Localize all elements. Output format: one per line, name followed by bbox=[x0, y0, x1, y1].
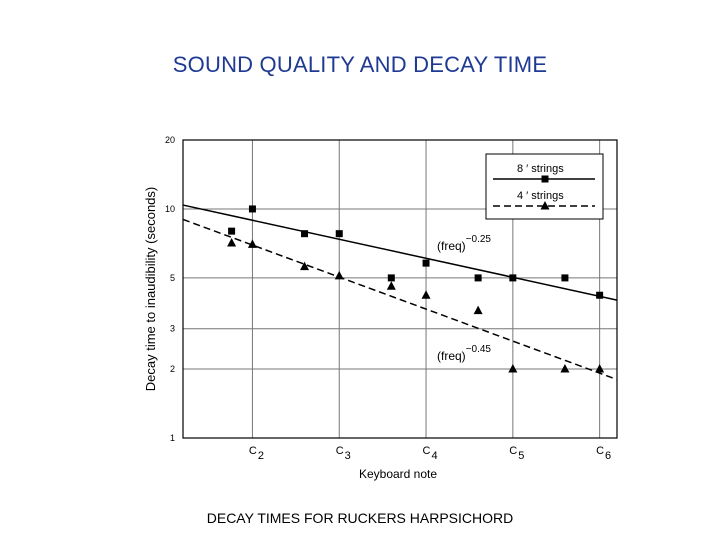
data-point-triangle bbox=[227, 238, 237, 247]
data-point-square bbox=[301, 230, 309, 238]
y-tick-label: 5 bbox=[170, 273, 175, 283]
data-point-triangle bbox=[560, 364, 570, 373]
data-point-triangle bbox=[386, 281, 396, 290]
legend-label: 8 ′ strings bbox=[517, 163, 564, 175]
fit-line-1 bbox=[182, 204, 618, 301]
data-point-square bbox=[474, 274, 482, 282]
data-point-square bbox=[509, 274, 517, 282]
legend-marker-square bbox=[541, 175, 549, 183]
x-axis-label: Keyboard note bbox=[359, 467, 437, 481]
y-tick-label: 10 bbox=[165, 204, 175, 214]
data-point-square bbox=[387, 274, 395, 282]
fit-line-2 bbox=[182, 218, 618, 381]
fit-label-2: (freq)−0.45 bbox=[437, 344, 491, 363]
x-tick-label: C5 bbox=[509, 445, 524, 462]
data-point-square bbox=[422, 259, 430, 267]
data-point-square bbox=[561, 274, 569, 282]
y-tick-label: 3 bbox=[170, 324, 175, 334]
plot-frame bbox=[182, 139, 618, 439]
fit-layer: (freq)−0.25 (freq)−0.45 bbox=[182, 204, 618, 381]
legend: 8 ′ strings 4 ′ strings bbox=[485, 153, 604, 220]
ticks-layer: 1 2 3 5 10 20 C2 C3 C4 C5 C6 bbox=[165, 135, 611, 462]
data-point-triangle bbox=[595, 364, 605, 373]
data-point-triangle bbox=[247, 239, 257, 248]
x-tick-label: C2 bbox=[249, 445, 264, 462]
slide-title: SOUND QUALITY AND DECAY TIME bbox=[172, 52, 548, 77]
y-tick-label: 2 bbox=[170, 364, 175, 374]
data-point-square bbox=[596, 291, 604, 299]
fit-label-1: (freq)−0.25 bbox=[437, 234, 491, 253]
data-point-square bbox=[248, 205, 256, 213]
x-tick-label: C3 bbox=[336, 445, 351, 462]
x-tick-label: C4 bbox=[423, 445, 438, 462]
x-tick-label: C6 bbox=[596, 445, 611, 462]
data-point-triangle bbox=[473, 305, 483, 315]
marks-layer bbox=[227, 205, 605, 373]
y-tick-label: 1 bbox=[170, 433, 175, 443]
chart-caption: DECAY TIMES FOR RUCKERS HARPSICHORD bbox=[206, 510, 514, 526]
data-point-triangle bbox=[300, 261, 310, 271]
data-point-triangle bbox=[421, 290, 431, 299]
legend-label: 4 ′ strings bbox=[517, 190, 564, 202]
y-tick-label: 20 bbox=[165, 135, 175, 145]
data-point-triangle bbox=[508, 364, 518, 373]
data-point-square bbox=[228, 227, 236, 235]
data-point-triangle bbox=[334, 270, 344, 280]
y-axis-label: Decay time to inaudibility (seconds) bbox=[143, 187, 158, 391]
data-point-square bbox=[335, 230, 343, 238]
legend-marker-triangle bbox=[540, 201, 550, 210]
